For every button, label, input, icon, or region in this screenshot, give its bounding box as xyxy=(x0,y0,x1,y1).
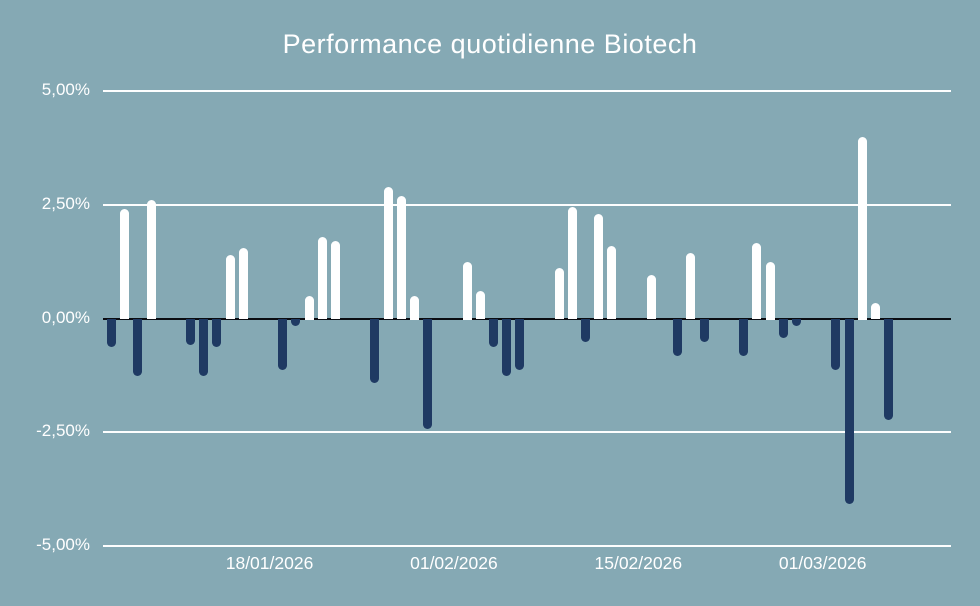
x-axis-tick-label: 01/03/2026 xyxy=(778,553,867,573)
bar-positive xyxy=(462,261,472,320)
y-axis-tick-label: 0,00% xyxy=(41,307,90,327)
bar-positive xyxy=(225,254,235,320)
chart-title: Performance quotidienne Biotech xyxy=(282,29,698,59)
bar-positive xyxy=(409,295,419,320)
bar-negative xyxy=(831,318,841,370)
bar-positive xyxy=(607,245,617,320)
bar-negative xyxy=(699,318,709,343)
bar-positive xyxy=(304,295,314,320)
gridline xyxy=(103,90,951,92)
bar-positive xyxy=(330,241,340,320)
bar-positive xyxy=(383,186,393,320)
bar-negative xyxy=(581,318,591,343)
bar-positive xyxy=(857,136,867,320)
plot-area xyxy=(103,90,951,547)
bar-negative xyxy=(370,318,380,384)
bar-positive xyxy=(554,268,564,320)
bar-positive xyxy=(646,275,656,320)
bar-negative xyxy=(778,318,788,338)
x-axis-tick-label: 18/01/2026 xyxy=(225,553,314,573)
bar-negative xyxy=(186,318,196,345)
bar-positive xyxy=(752,243,762,320)
bar-negative xyxy=(673,318,683,356)
zero-axis-line xyxy=(103,317,951,320)
bar-positive xyxy=(475,291,485,320)
bar-negative xyxy=(423,318,433,429)
bar-negative xyxy=(199,318,209,377)
x-axis-tick-label: 15/02/2026 xyxy=(594,553,683,573)
bar-negative xyxy=(107,318,116,347)
bar-negative xyxy=(133,318,143,377)
y-axis-tick-label: -5,00% xyxy=(36,535,90,555)
bar-positive xyxy=(870,302,880,320)
gridline xyxy=(103,545,951,547)
bar-negative xyxy=(739,318,749,356)
bar-negative xyxy=(791,318,801,327)
bar-positive xyxy=(396,195,406,320)
bar-negative xyxy=(212,318,222,347)
bar-positive xyxy=(146,200,156,320)
bar-positive xyxy=(594,213,604,320)
y-axis-tick-label: -2,50% xyxy=(36,421,90,441)
bar-negative xyxy=(844,318,854,504)
y-axis-tick-label: 2,50% xyxy=(41,193,90,213)
bar-negative xyxy=(515,318,525,370)
bar-negative xyxy=(291,318,301,327)
y-axis-tick-label: 5,00% xyxy=(41,80,90,100)
bar-positive xyxy=(317,236,327,320)
bar-negative xyxy=(278,318,288,370)
bar-positive xyxy=(765,261,775,320)
bar-negative xyxy=(884,318,894,420)
gridline xyxy=(103,431,951,434)
bar-positive xyxy=(567,207,577,320)
bar-positive xyxy=(120,209,130,320)
bar-negative xyxy=(488,318,498,347)
bar-positive xyxy=(686,252,696,320)
x-axis-tick-label: 01/02/2026 xyxy=(410,553,498,573)
bar-positive xyxy=(238,247,248,320)
bar-negative xyxy=(502,318,512,377)
gridline xyxy=(103,203,951,206)
